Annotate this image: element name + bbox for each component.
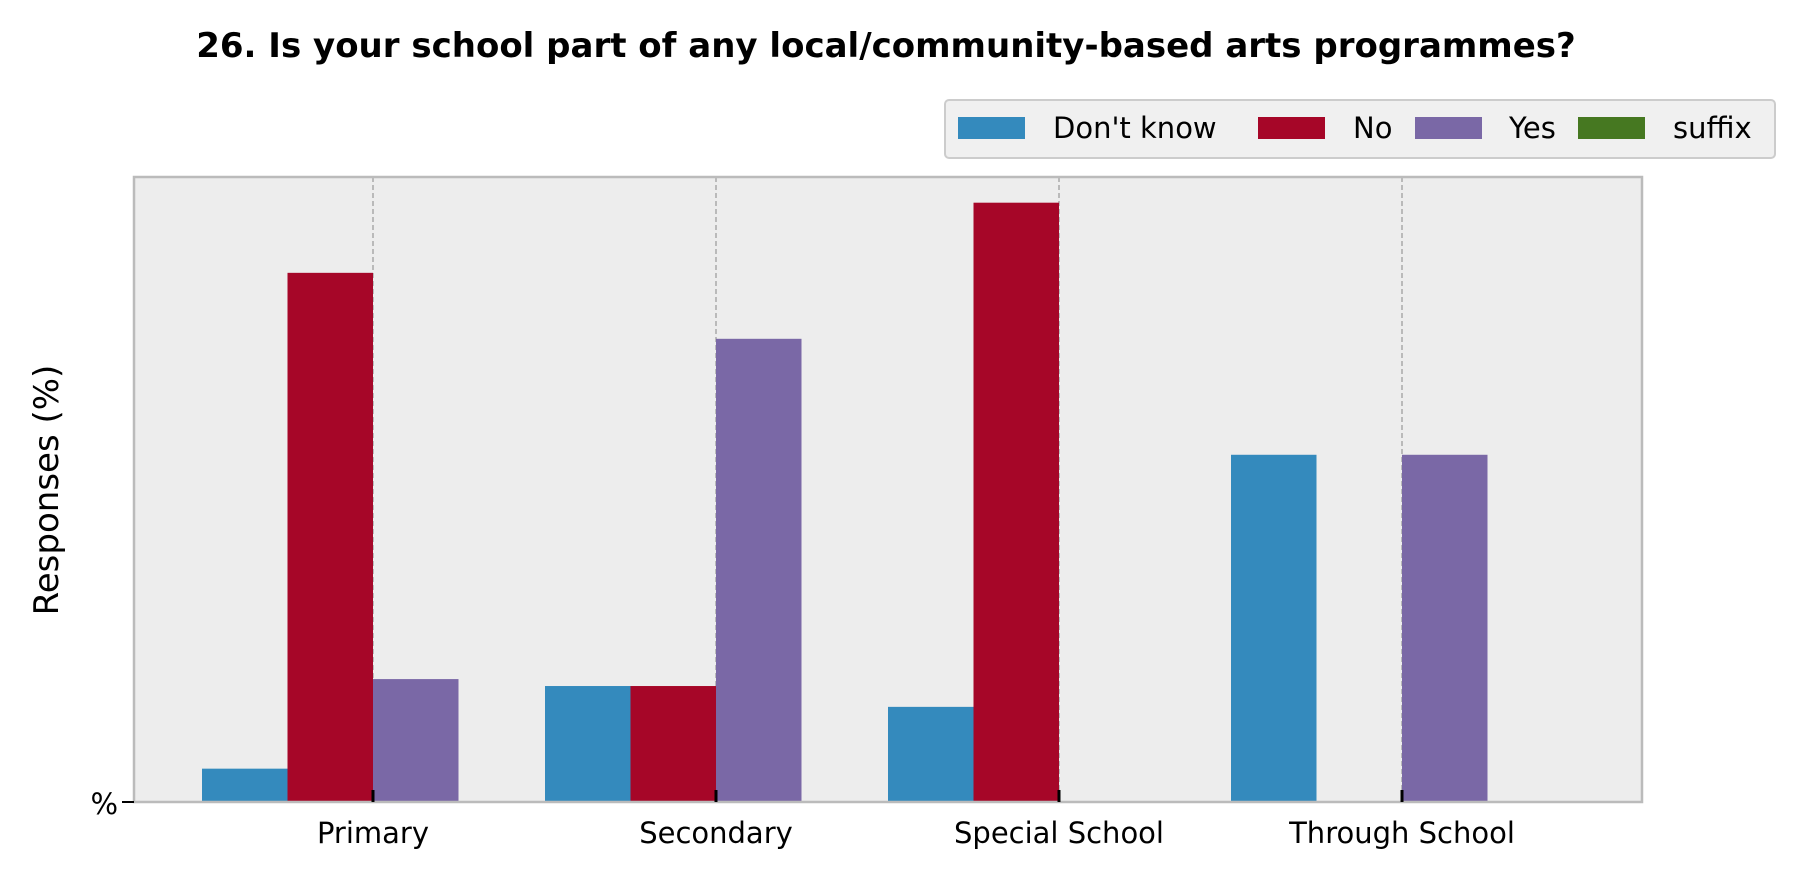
legend-swatch — [1578, 117, 1645, 139]
bars — [202, 202, 1488, 802]
x-tick-labels: Primary Secondary Special School Through Sc… — [317, 816, 1515, 850]
legend-swatch — [1415, 117, 1482, 139]
legend-swatch — [958, 117, 1025, 139]
legend-label: Don't know — [1053, 111, 1217, 145]
legend-items: Don't know No Yes suffix — [958, 111, 1752, 145]
bar-don-t-know-through-school — [1231, 454, 1317, 802]
bar-no-secondary — [630, 686, 716, 802]
x-tick-label: Special School — [954, 816, 1164, 850]
legend-swatch — [1258, 117, 1325, 139]
bar-no-primary — [287, 272, 373, 802]
bar-don-t-know-secondary — [545, 686, 631, 802]
x-tick-label: Secondary — [639, 816, 793, 850]
x-ticks — [371, 790, 1404, 802]
y-tick-label: % — [90, 787, 118, 821]
chart-title: 26. Is your school part of any local/com… — [196, 26, 1576, 66]
bar-no-special-school — [973, 202, 1059, 802]
x-tick-label: Primary — [317, 816, 429, 850]
bar-yes-primary — [373, 679, 459, 802]
legend-label: No — [1353, 111, 1392, 145]
legend-label: Yes — [1508, 111, 1556, 145]
y-axis-label: Responses (%) — [27, 365, 67, 616]
bar-yes-secondary — [716, 338, 802, 802]
bar-don-t-know-special-school — [888, 706, 974, 802]
bar-don-t-know-primary — [202, 768, 288, 802]
x-tick-label: Through School — [1288, 816, 1515, 850]
legend-label: suffix — [1673, 111, 1752, 145]
bar-yes-through-school — [1402, 454, 1488, 802]
legend — [944, 99, 1776, 159]
plot-frame — [132, 175, 1644, 804]
